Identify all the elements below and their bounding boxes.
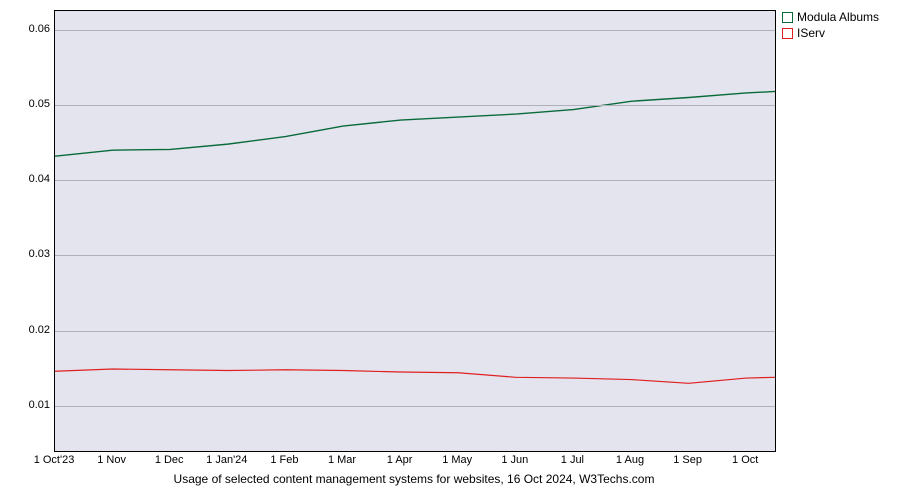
x-tick-label: 1 Feb bbox=[270, 454, 298, 466]
legend-label: IServ bbox=[797, 26, 825, 40]
x-tick-label: 1 Apr bbox=[387, 454, 413, 466]
chart-caption: Usage of selected content management sys… bbox=[54, 472, 774, 486]
y-tick-label: 0.06 bbox=[10, 23, 50, 35]
grid-line bbox=[55, 105, 775, 106]
y-tick-label: 0.03 bbox=[10, 248, 50, 260]
legend-label: Modula Albums bbox=[797, 10, 879, 24]
x-tick-label: 1 Jul bbox=[561, 454, 584, 466]
grid-line bbox=[55, 180, 775, 181]
chart-lines bbox=[55, 11, 775, 451]
series-line bbox=[55, 91, 775, 156]
x-tick-label: 1 Aug bbox=[616, 454, 644, 466]
y-tick-label: 0.01 bbox=[10, 399, 50, 411]
x-tick-label: 1 Dec bbox=[155, 454, 184, 466]
grid-line bbox=[55, 331, 775, 332]
grid-line bbox=[55, 255, 775, 256]
grid-line bbox=[55, 406, 775, 407]
x-tick-label: 1 Mar bbox=[328, 454, 356, 466]
x-tick-label: 1 Jan'24 bbox=[206, 454, 247, 466]
x-tick-label: 1 Nov bbox=[97, 454, 126, 466]
series-line bbox=[55, 369, 775, 383]
x-tick-label: 1 Sep bbox=[673, 454, 702, 466]
y-tick-label: 0.02 bbox=[10, 324, 50, 336]
plot-area bbox=[54, 10, 776, 452]
legend-item: IServ bbox=[782, 26, 879, 40]
y-tick-label: 0.05 bbox=[10, 98, 50, 110]
chart-container: Modula Albums IServ Usage of selected con… bbox=[0, 0, 900, 500]
x-tick-label: 1 Oct'23 bbox=[34, 454, 75, 466]
legend-swatch bbox=[782, 28, 793, 39]
x-tick-label: 1 May bbox=[442, 454, 472, 466]
x-tick-label: 1 Jun bbox=[501, 454, 528, 466]
y-tick-label: 0.04 bbox=[10, 173, 50, 185]
x-tick-label: 1 Oct bbox=[732, 454, 758, 466]
legend: Modula Albums IServ bbox=[782, 10, 879, 42]
legend-swatch bbox=[782, 12, 793, 23]
legend-item: Modula Albums bbox=[782, 10, 879, 24]
grid-line bbox=[55, 30, 775, 31]
